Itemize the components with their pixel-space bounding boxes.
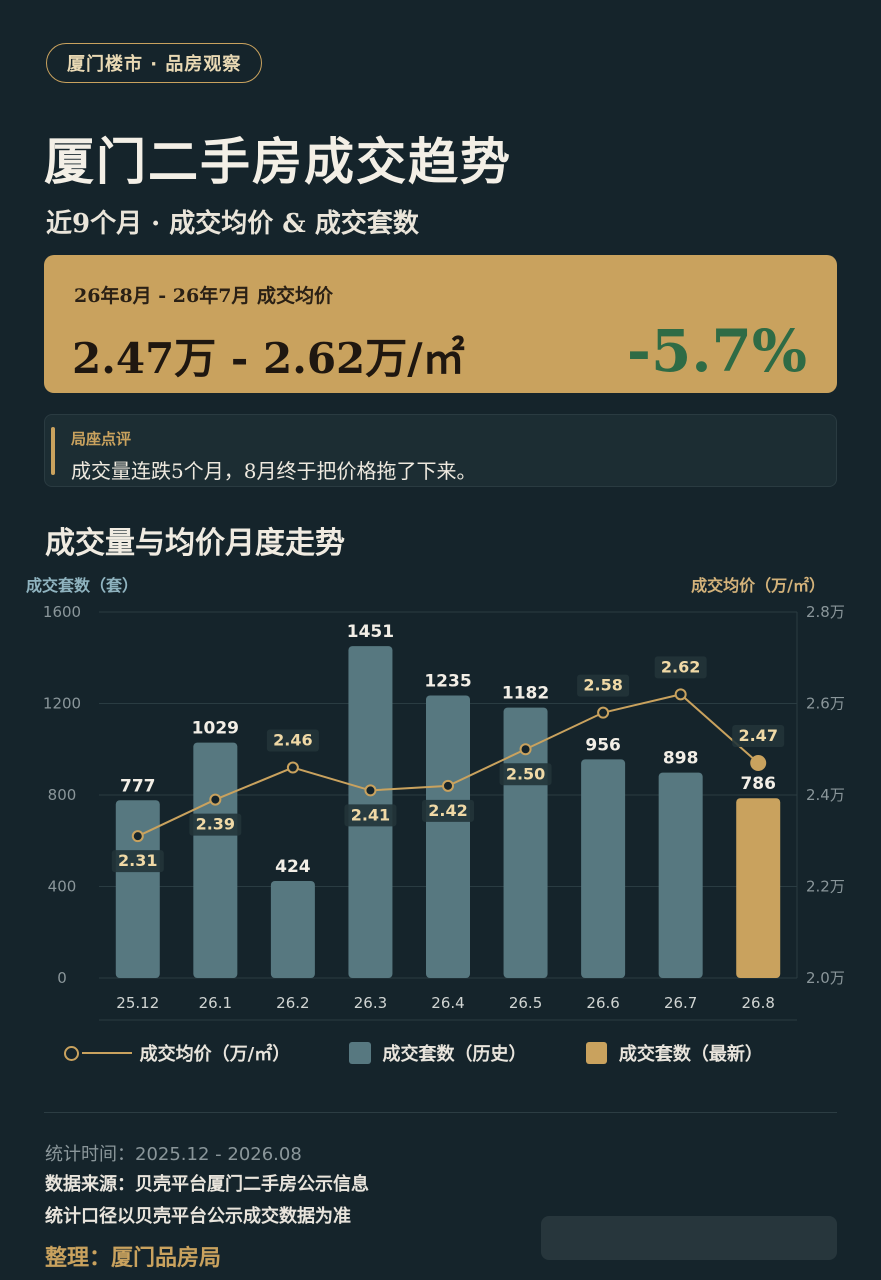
bar-value-label: 1182 [502,684,549,704]
bar-value-label: 1235 [424,671,471,691]
footer-source: 数据来源：贝壳平台厦门二手房公示信息 [45,1174,369,1195]
bar-value-label: 424 [275,857,311,877]
x-tick-label: 26.2 [276,994,309,1012]
comment-card: 局座点评 成交量连跌5个月，8月终于把价格拖了下来。 [44,414,837,487]
line-marker-icon [62,1043,132,1063]
price-label-bg [654,656,707,679]
price-label-bg [577,674,630,697]
price-point [750,754,767,771]
legend-item-price: 成交均价（万/㎡） [62,1040,291,1066]
bar-value-label: 1451 [347,622,394,642]
bar [193,742,238,978]
price-point [286,761,299,774]
price-label-bg [732,724,785,747]
x-tick-label: 26.1 [199,994,232,1012]
comment-text: 成交量连跌5个月，8月终于把价格拖了下来。 [71,459,477,483]
price-label-bg [111,850,164,873]
price-value-label: 2.47 [738,726,777,745]
right-tick-label: 2.8万 [806,603,845,621]
bar [658,772,703,978]
price-label-bg [189,813,242,836]
bar [270,881,315,978]
bar [115,800,160,978]
price-point [364,784,377,797]
right-tick-label: 2.0万 [806,969,845,987]
bar [736,798,781,978]
price-value-label: 2.58 [583,676,622,695]
latest-swatch-icon [585,1042,607,1064]
price-label-bg [499,763,552,786]
topic-pill: 厦门楼市 · 品房观察 [46,43,263,83]
x-tick-label: 25.12 [116,994,159,1012]
price-summary-card: 26年8月 - 26年7月 成交均价 2.47万 - 2.62万/㎡ -5.7% [44,255,837,393]
footer-divider [44,1112,837,1113]
price-value-label: 2.41 [351,805,390,824]
price-range-label: 26年8月 - 26年7月 成交均价 [74,285,334,307]
price-label-bg [266,729,319,752]
price-range-value: 2.47万 - 2.62万/㎡ [72,334,465,383]
chart-legend: 成交均价（万/㎡） 成交套数（历史） 成交套数（最新） [62,1038,822,1068]
left-tick-label: 400 [48,878,77,896]
price-value-label: 2.39 [196,815,235,834]
left-tick-label: 1200 [43,695,81,713]
right-axis-title: 成交均价（万/㎡） [691,576,825,595]
footer-scope: 统计口径以贝壳平台公示成交数据为准 [45,1206,351,1227]
combo-chart: 0 400 800 1200 1600 2.0万 2.2万 2.4万 2.6万 2.8万 777 25… [43,603,845,1021]
footer-period: 统计时间：2025.12 - 2026.08 [45,1144,302,1165]
history-swatch-icon [349,1042,371,1064]
brand-strip [541,1216,837,1260]
bar [581,759,626,978]
right-tick-label: 2.4万 [806,786,845,804]
price-point [209,793,222,806]
bar-value-label: 1029 [192,719,239,739]
bar-value-label: 898 [663,749,699,769]
price-change-percent: -5.7% [626,317,807,385]
footer-author: 整理：厦门品房局 [45,1246,222,1271]
bar-value-label: 777 [120,776,156,796]
page-title: 厦门二手房成交趋势 [44,132,512,191]
x-tick-label: 26.6 [586,994,619,1012]
price-value-label: 2.42 [428,801,467,820]
right-tick-label: 2.2万 [806,878,845,896]
price-value-label: 2.46 [273,731,312,750]
legend-item-latest: 成交套数（最新） [585,1040,763,1066]
price-point [674,688,687,701]
bar-value-label: 786 [740,774,776,794]
bar [426,695,470,978]
x-tick-label: 26.4 [431,994,464,1012]
comment-accent-bar [51,427,55,475]
price-point [519,743,532,756]
price-point [131,830,144,843]
x-tick-label: 26.5 [509,994,542,1012]
comment-label: 局座点评 [71,430,132,448]
price-value-label: 2.31 [118,851,157,870]
right-tick-label: 2.6万 [806,695,845,713]
x-tick-label: 26.3 [354,994,387,1012]
price-value-label: 2.50 [506,764,545,783]
left-tick-label: 0 [57,969,67,987]
price-label-bg [422,799,474,822]
price-value-label: 2.62 [661,657,700,676]
left-tick-label: 1600 [43,603,81,621]
bar-value-label: 956 [585,735,621,755]
left-axis-title: 成交套数（套） [26,576,139,595]
x-tick-label: 26.8 [742,994,775,1012]
chart-section-title: 成交量与均价月度走势 [45,526,345,561]
legend-label-price: 成交均价（万/㎡） [139,1044,291,1065]
legend-item-history: 成交套数（历史） [349,1040,527,1066]
price-point [442,779,454,792]
page-subtitle: 近9个月 · 成交均价 & 成交套数 [46,209,419,239]
legend-label-latest: 成交套数（最新） [618,1044,763,1065]
left-tick-label: 800 [48,786,77,804]
x-tick-label: 26.7 [664,994,697,1012]
price-point [597,706,610,719]
legend-label-history: 成交套数（历史） [382,1044,527,1065]
price-label-bg [344,804,397,827]
